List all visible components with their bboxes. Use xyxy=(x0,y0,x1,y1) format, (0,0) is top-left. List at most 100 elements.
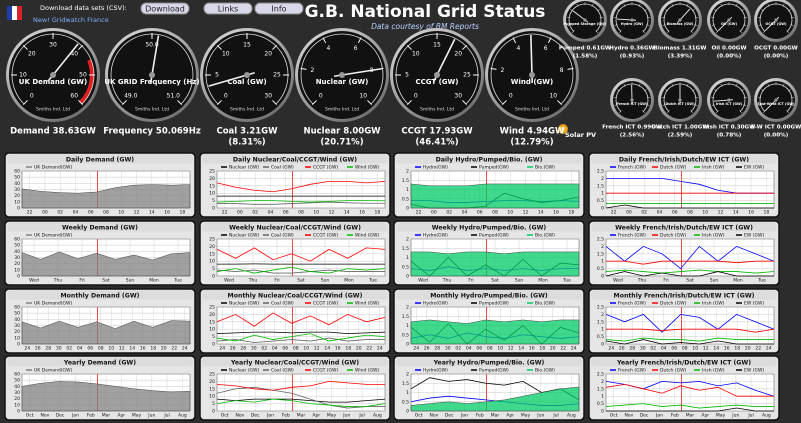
y-tick-label: 1 xyxy=(601,327,604,333)
gauge-minor-tick xyxy=(642,110,645,113)
gauge-readout: CCGT 17.93GW xyxy=(401,127,473,137)
y-tick-label: 30 xyxy=(14,390,20,396)
x-tick-label: 10 xyxy=(108,346,114,352)
x-tick-label: 02 xyxy=(650,346,656,352)
x-tick-label: 06 xyxy=(476,346,482,352)
x-tick-label: Fri xyxy=(663,278,668,284)
gauge-minor-tick xyxy=(643,89,647,92)
series-area xyxy=(21,251,191,277)
y-tick-label: 1 xyxy=(406,390,409,396)
y-tick-label: 0 xyxy=(212,206,215,212)
gauge-minor-tick xyxy=(686,3,689,7)
france-link[interactable]: New! Gridwatch France xyxy=(33,16,109,24)
y-tick-label: 60 xyxy=(14,305,20,311)
x-tick-label: 10 xyxy=(313,210,319,216)
gauge-label: CCGT (GW) xyxy=(416,78,459,86)
x-tick-label: 14 xyxy=(518,346,524,352)
gauge-minor-tick xyxy=(691,89,695,92)
y-tick-label: 0 xyxy=(601,342,604,348)
x-tick-label: 28 xyxy=(45,346,51,352)
y-tick-label: 0 xyxy=(212,342,215,348)
gauge-scale xyxy=(300,33,384,105)
x-tick-label: Jan xyxy=(266,413,274,419)
legend-label: Pumped(GW) xyxy=(479,165,509,171)
x-tick-label: 16 xyxy=(724,346,730,352)
series-line xyxy=(605,271,774,277)
gauge-minor-tick xyxy=(740,89,744,92)
x-tick-label: 12 xyxy=(119,346,125,352)
y-tick-label: 20 xyxy=(14,261,20,267)
x-tick-label: May xyxy=(132,413,142,419)
gauge-minor-tick xyxy=(787,9,791,12)
gauge-tick xyxy=(177,100,183,106)
x-tick-label: May xyxy=(327,413,337,419)
y-tick-label: 30 xyxy=(14,187,20,193)
x-tick-label: 18 xyxy=(539,346,545,352)
x-tick-label: 22 xyxy=(222,210,228,216)
y-tick-label: 30 xyxy=(14,323,20,329)
gauge-minor-tick xyxy=(591,3,594,7)
gauge-minor-tick xyxy=(614,104,618,106)
series-line xyxy=(605,403,774,409)
series-line xyxy=(216,180,386,193)
gauge-tick-label: 20 xyxy=(264,50,272,57)
x-tick-label: 12 xyxy=(314,346,320,352)
x-tick-label: Aug xyxy=(567,413,576,419)
plot-area xyxy=(216,306,386,345)
gauge-tick-label: 10 xyxy=(359,93,367,100)
y-tick-label: 50 xyxy=(14,175,20,181)
legend-label: Wind (GW) xyxy=(355,165,379,171)
x-tick-label: Nov xyxy=(41,413,50,419)
gauge-minor-tick xyxy=(786,30,789,33)
gauge-minor-tick xyxy=(782,3,785,7)
page-subtitle: Data courtesy of BM Reports xyxy=(371,22,479,31)
y-tick-label: 0 xyxy=(601,206,604,212)
series-line xyxy=(216,380,385,391)
x-tick-label: Wed xyxy=(29,278,39,284)
x-tick-label: 14 xyxy=(149,210,155,216)
gauge-tick xyxy=(78,44,84,50)
gauge-tick-label: 0 xyxy=(30,93,34,100)
x-tick-label: Jun xyxy=(731,413,739,419)
gauge-maker: Smiths Ind. Ltd xyxy=(135,107,169,113)
legend-label: Dutch (GW) xyxy=(660,368,687,374)
series-line xyxy=(216,398,386,407)
gauge-tick-label: 6 xyxy=(354,45,358,52)
y-tick-label: 10 xyxy=(209,327,215,333)
y-tick-label: 25 xyxy=(209,237,215,243)
panel-title-bar xyxy=(7,357,193,367)
button[interactable]: Links xyxy=(218,5,239,14)
x-tick-label: 08 xyxy=(103,210,109,216)
x-tick-label: 10 xyxy=(692,346,698,352)
y-tick-label: 0 xyxy=(17,409,20,415)
gauge-tick-label: 10 xyxy=(412,50,420,57)
legend-label: Nuclear (GW) xyxy=(229,368,259,374)
button[interactable]: Info xyxy=(271,5,286,14)
x-tick-label: 24 xyxy=(24,346,30,352)
x-tick-label: 30 xyxy=(640,346,646,352)
legend-label: French (GW) xyxy=(618,233,646,239)
gauge-readout: (20.71%) xyxy=(320,138,363,148)
gauge-minor-tick xyxy=(761,9,765,12)
x-tick-label: 16 xyxy=(335,346,341,352)
y-tick-label: 1 xyxy=(406,255,409,261)
y-tick-label: 1.5 xyxy=(597,319,604,325)
x-tick-label: 20 xyxy=(550,346,556,352)
y-tick-label: 0 xyxy=(17,274,20,280)
x-tick-label: 14 xyxy=(344,210,350,216)
gauge-minor-tick xyxy=(617,9,621,12)
gauge-tick-label: 10 xyxy=(222,50,230,57)
series-line xyxy=(216,333,386,342)
gauge-hub xyxy=(678,98,682,102)
legend-label: Wind (GW) xyxy=(355,233,379,239)
x-tick-label: 00 xyxy=(237,210,243,216)
x-tick-label: 02 xyxy=(455,346,461,352)
button[interactable]: Download xyxy=(145,5,185,14)
x-tick-label: 22 xyxy=(611,210,617,216)
y-tick-label: 15 xyxy=(209,251,215,257)
x-tick-label: 10 xyxy=(702,210,708,216)
gauge-tick-label: 25 xyxy=(463,72,471,79)
x-tick-label: Aug xyxy=(178,413,187,419)
gauge-minor-tick xyxy=(690,110,693,113)
series-area xyxy=(410,319,580,345)
